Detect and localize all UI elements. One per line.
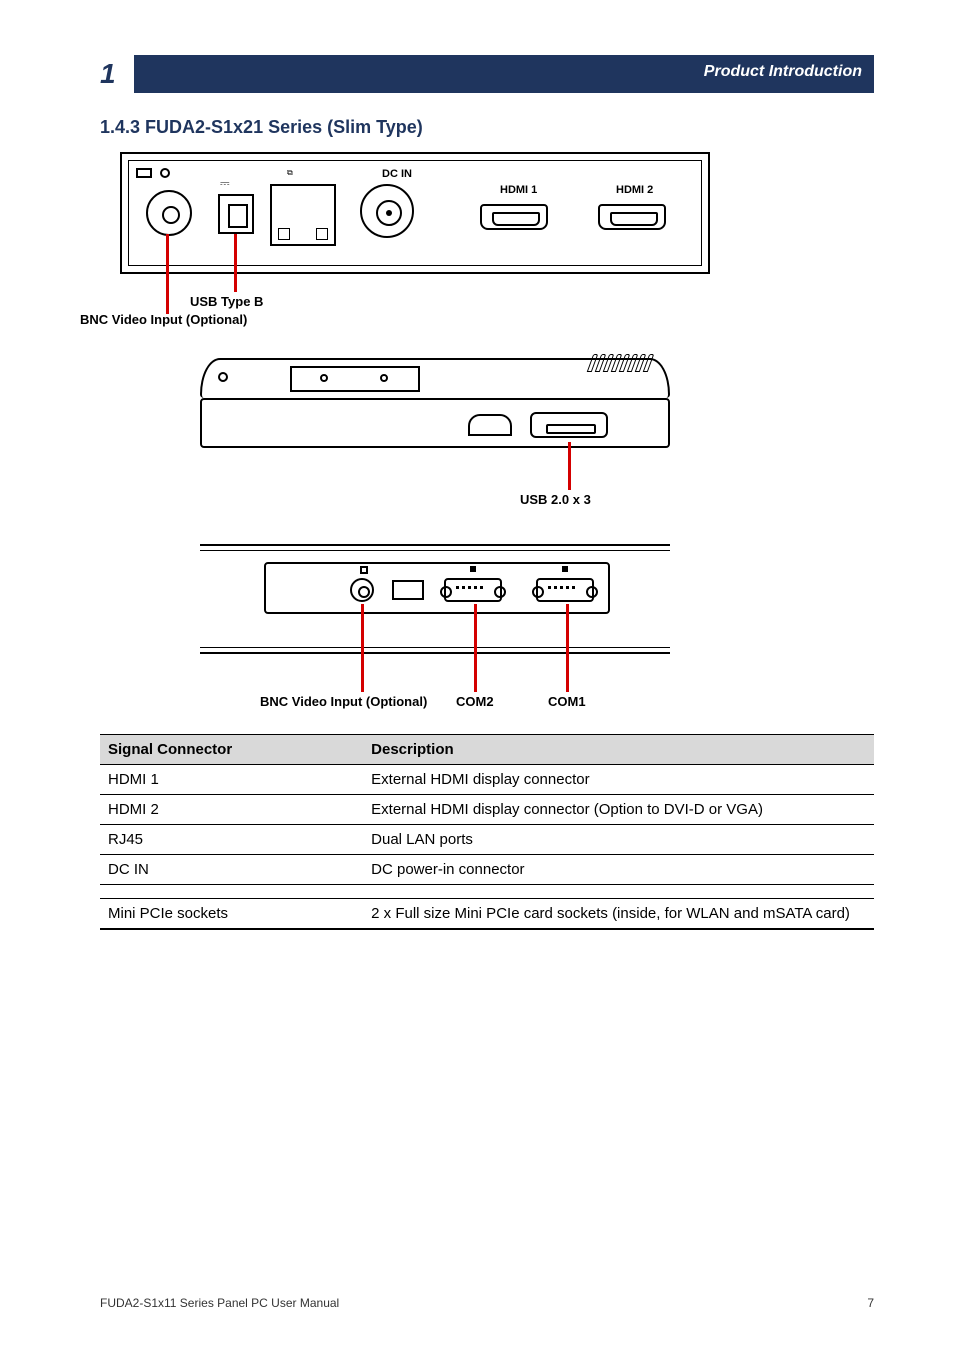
table-spacer-row [100, 885, 874, 899]
cover-panel-icon [290, 366, 420, 392]
bnc-video-callout: BNC Video Input (Optional) [260, 694, 427, 709]
signal-connector-table: Signal Connector Description HDMI 1 Exte… [100, 734, 874, 930]
table-row: RJ45 Dual LAN ports [100, 825, 874, 855]
callout-line-icon [566, 604, 569, 692]
table-cell: 2 x Full size Mini PCIe card sockets (in… [363, 899, 874, 930]
hdmi2-port-icon [598, 204, 666, 230]
screw-icon [218, 372, 228, 382]
rear-panel-diagram: ⧉ DC IN HDMI 1 HDMI 2 USB Type B BNC Vid… [120, 152, 710, 322]
page-header: 1 Product Introduction [100, 55, 874, 93]
callout-line-icon [166, 234, 169, 314]
vent-slots-icon [590, 354, 670, 374]
table-row: DC IN DC power-in connector [100, 855, 874, 885]
table-cell: DC power-in connector [363, 855, 874, 885]
table-cell: DC IN [100, 855, 363, 885]
usb20-callout: USB 2.0 x 3 [520, 492, 591, 507]
table-row: HDMI 2 External HDMI display connector (… [100, 795, 874, 825]
callout-line-icon [234, 234, 237, 292]
led-rect-icon [136, 168, 152, 178]
chapter-title: Product Introduction [134, 55, 874, 81]
screw-icon [320, 374, 328, 382]
callout-line-icon [361, 604, 364, 692]
footer-right: 7 [867, 1296, 874, 1310]
page-footer: FUDA2-S1x11 Series Panel PC User Manual … [100, 1296, 874, 1310]
table-header-col2: Description [363, 735, 874, 765]
rj45-label: ⧉ [287, 168, 293, 178]
usb-type-b-callout: USB Type B [190, 294, 263, 309]
hdmi2-top-label: HDMI 2 [616, 184, 653, 196]
footer-left: FUDA2-S1x11 Series Panel PC User Manual [100, 1296, 339, 1310]
usb-symbol-icon [220, 174, 244, 188]
bottom-panel-diagram: BNC Video Input (Optional) COM2 COM1 [200, 544, 670, 714]
table-cell: External HDMI display connector [363, 765, 874, 795]
callout-line-icon [474, 604, 477, 692]
header-bar: Product Introduction [134, 55, 874, 93]
table-cell: HDMI 2 [100, 795, 363, 825]
table-cell: Dual LAN ports [363, 825, 874, 855]
hdmi1-top-label: HDMI 1 [500, 184, 537, 196]
table-cell: Mini PCIe sockets [100, 899, 363, 930]
com1-callout: COM1 [548, 694, 586, 709]
table-cell: External HDMI display connector (Option … [363, 795, 874, 825]
usb-type-b-port-icon [218, 194, 254, 234]
table-header-col1: Signal Connector [100, 735, 363, 765]
callout-line-icon [568, 442, 571, 490]
dc-in-top-label: DC IN [382, 168, 412, 180]
table-row: Mini PCIe sockets 2 x Full size Mini PCI… [100, 899, 874, 930]
com2-callout: COM2 [456, 694, 494, 709]
bnc-port-icon [146, 190, 192, 236]
led-circle-icon [160, 168, 170, 178]
usb-slot-icon [530, 412, 608, 438]
small-square-icon [360, 566, 368, 574]
rect-port-icon [392, 580, 424, 600]
table-row: HDMI 1 External HDMI display connector [100, 765, 874, 795]
screw-icon [380, 374, 388, 382]
com1-port-icon [536, 578, 594, 602]
port-arch-icon [468, 414, 512, 436]
table-cell: HDMI 1 [100, 765, 363, 795]
chapter-number: 1 [100, 58, 116, 90]
dc-jack-icon [360, 184, 414, 238]
table-header-row: Signal Connector Description [100, 735, 874, 765]
bnc-video-callout: BNC Video Input (Optional) [80, 312, 247, 327]
hdmi1-port-icon [480, 204, 548, 230]
device-outline-icon: ⧉ DC IN HDMI 1 HDMI 2 [120, 152, 710, 274]
side-panel-diagram: USB 2.0 x 3 [200, 358, 670, 508]
bnc-port-icon [350, 578, 374, 602]
com2-port-icon [444, 578, 502, 602]
small-square-icon [562, 566, 568, 572]
small-square-icon [470, 566, 476, 572]
rj45-port-icon [270, 184, 336, 246]
section-title: 1.4.3 FUDA2-S1x21 Series (Slim Type) [100, 117, 874, 138]
table-cell: RJ45 [100, 825, 363, 855]
